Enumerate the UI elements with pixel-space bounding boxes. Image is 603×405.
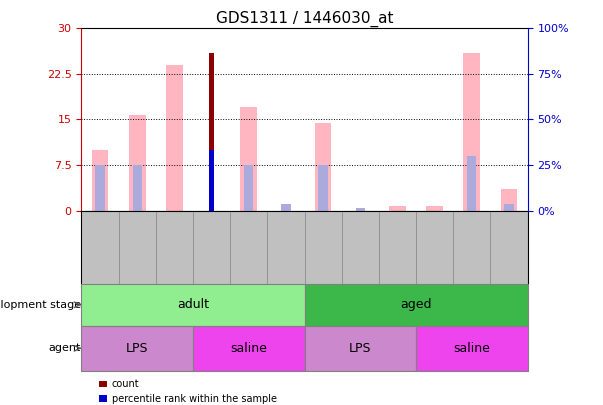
Bar (193, 326, 305, 371)
Bar (416, 326, 528, 371)
Text: LPS: LPS (349, 342, 371, 355)
Text: saline: saline (230, 342, 267, 355)
Bar (318, 165, 328, 211)
Text: LPS: LPS (126, 342, 148, 355)
Bar (500, 189, 517, 211)
Bar (209, 150, 214, 211)
Bar (426, 206, 443, 211)
Bar (133, 165, 142, 211)
Bar (244, 165, 253, 211)
Bar (356, 208, 365, 211)
Bar (81, 284, 305, 326)
Text: agent: agent (48, 343, 81, 353)
Bar (209, 53, 214, 211)
Bar (504, 204, 514, 211)
Bar (305, 326, 416, 371)
Bar (281, 204, 291, 211)
Bar (389, 206, 406, 211)
Bar (305, 284, 528, 326)
Bar (241, 107, 257, 211)
Text: adult: adult (177, 298, 209, 311)
Bar (129, 115, 145, 211)
Bar (92, 150, 109, 211)
Bar (95, 165, 105, 211)
Bar (464, 53, 480, 211)
Title: GDS1311 / 1446030_at: GDS1311 / 1446030_at (216, 11, 393, 27)
Bar (467, 156, 476, 211)
Bar (315, 122, 332, 211)
Bar (81, 326, 193, 371)
Legend: count, percentile rank within the sample, value, Detection Call = ABSENT, rank, : count, percentile rank within the sample… (95, 375, 280, 405)
Text: development stage: development stage (0, 300, 81, 310)
Text: saline: saline (453, 342, 490, 355)
Text: aged: aged (400, 298, 432, 311)
Bar (166, 65, 183, 211)
